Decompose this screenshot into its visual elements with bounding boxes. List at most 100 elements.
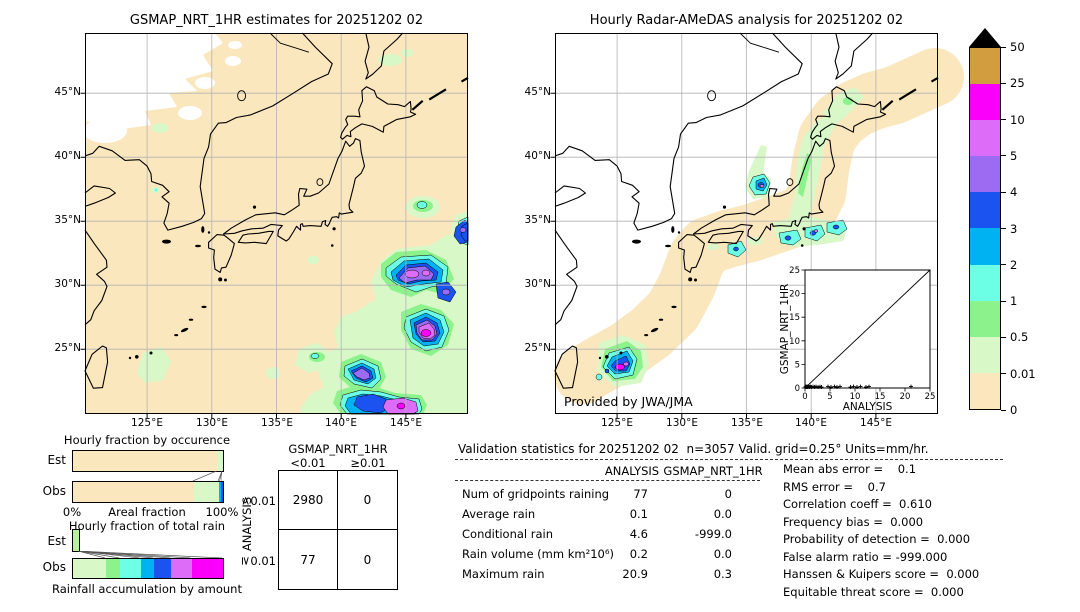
- stats-value-analysis: 77: [633, 487, 648, 501]
- stats-row-label: Maximum rain: [462, 567, 545, 581]
- x-tick-label: 140°E: [325, 417, 357, 429]
- x-axis-min-label: 0%: [62, 505, 82, 519]
- contingency-row-label: ≥0.01: [238, 554, 276, 568]
- y-tick-label: 30°N: [524, 278, 551, 290]
- x-axis-title: Areal fraction: [108, 505, 186, 519]
- inset-x-axis-label: ANALYSIS: [843, 401, 893, 413]
- data-credit: Provided by JWA/JMA: [564, 394, 693, 409]
- y-tick-label: 45°N: [524, 86, 551, 98]
- x-tick-label: 145°E: [860, 417, 892, 429]
- x-tick-label: 140°E: [795, 417, 827, 429]
- svg-text:5: 5: [827, 392, 832, 402]
- y-tick-label: 25°N: [524, 342, 551, 354]
- contingency-cell: 2980: [279, 471, 338, 530]
- score-line: Equitable threat score = 0.000: [783, 584, 964, 599]
- score-line: Correlation coeff = 0.610: [783, 497, 932, 511]
- inset-y-axis-label: GSMAP_NRT_1HR: [779, 284, 791, 375]
- totalrain-caption: Rainfall accumulation by amount: [52, 582, 242, 596]
- totalrain-est-bar: [72, 529, 80, 552]
- x-tick-label: 130°E: [196, 417, 228, 429]
- gsmap-estimate-map: [80, 31, 470, 419]
- totalrain-chart-title: Hourly fraction of total rain: [68, 519, 226, 533]
- obs-row-label: Obs: [42, 560, 66, 574]
- one-to-one-line: [804, 269, 931, 389]
- occurrence-obs-bar: [72, 481, 224, 503]
- stats-col-gsmap: GSMAP_NRT_1HR: [663, 464, 763, 478]
- est-row-label: Est: [47, 534, 66, 548]
- score-line: Hanssen & Kuipers score = 0.000: [783, 567, 980, 581]
- obs-row-label: Obs: [42, 484, 66, 498]
- occurrence-connector: [192, 471, 222, 481]
- y-tick-label: 30°N: [54, 278, 81, 290]
- contingency-cell: 77: [279, 530, 338, 589]
- no-data-region: [83, 33, 242, 143]
- stats-value-gsmap: -999.0: [694, 527, 732, 541]
- contingency-table: 2980 0 77 0: [278, 470, 398, 590]
- divider: [455, 480, 760, 481]
- totalrain-obs-bar: [72, 558, 224, 579]
- contingency-cell: 0: [338, 471, 397, 530]
- score-line: RMS error = 0.7: [783, 479, 886, 494]
- stats-value-analysis: 20.9: [622, 567, 648, 581]
- occurrence-chart-title: Hourly fraction by occurence: [63, 433, 231, 447]
- svg-text:0: 0: [802, 392, 807, 402]
- gsmap-rain-field: [137, 49, 469, 415]
- stats-row-label: Average rain: [462, 507, 536, 521]
- svg-text:25: 25: [925, 392, 936, 402]
- x-tick-label: 125°E: [601, 417, 633, 429]
- svg-text:15: 15: [789, 313, 800, 323]
- score-line: Mean abs error = 0.1: [783, 462, 917, 476]
- svg-text:10: 10: [850, 392, 861, 402]
- svg-text:10: 10: [789, 337, 800, 347]
- contingency-cell: 0: [363, 552, 372, 567]
- radar-map-canvas: 0 5 10 15 20 25 0 5 10 15 20 25 ANALYSIS…: [550, 31, 964, 419]
- x-tick-label: 135°E: [261, 417, 293, 429]
- x-tick-label: 135°E: [731, 417, 763, 429]
- colorbar-overflow-arrow-icon: [969, 28, 1001, 47]
- gsmap-map-canvas: [80, 31, 470, 419]
- stats-value-gsmap: 0.0: [713, 507, 732, 521]
- right-map-title: Hourly Radar-AMeDAS analysis for 2025120…: [589, 13, 904, 28]
- stats-value-gsmap: 0.0: [713, 547, 732, 561]
- stats-col-analysis: ANALYSIS: [604, 464, 660, 478]
- stats-value-analysis: 0.1: [629, 507, 648, 521]
- contingency-col-label: ≥0.01: [350, 456, 386, 470]
- stats-value-analysis: 4.6: [629, 527, 648, 541]
- y-tick-label: 45°N: [54, 86, 81, 98]
- y-tick-label: 40°N: [54, 150, 81, 162]
- totalrain-fan-lines: [77, 551, 222, 558]
- stats-value-gsmap: 0.3: [713, 567, 732, 581]
- score-line: Probability of detection = 0.000: [783, 532, 971, 546]
- y-tick-label: 25°N: [54, 342, 81, 354]
- svg-text:0: 0: [795, 384, 800, 394]
- stats-row-label: Num of gridpoints raining: [462, 487, 610, 501]
- contingency-col-group-header: GSMAP_NRT_1HR: [288, 442, 388, 456]
- scatter-points: [803, 384, 913, 390]
- y-tick-label: 40°N: [524, 150, 551, 162]
- map-border: [555, 33, 938, 414]
- x-tick-label: 130°E: [666, 417, 698, 429]
- score-line: Frequency bias = 0.000: [783, 514, 924, 529]
- divider: [455, 459, 1003, 460]
- radar-amedas-map: 0 5 10 15 20 25 0 5 10 15 20 25 ANALYSIS…: [550, 31, 964, 419]
- map-border: [85, 33, 468, 414]
- inset-axis-ticks: [801, 269, 931, 392]
- contingency-row-label: <0.01: [238, 494, 276, 508]
- est-row-label: Est: [47, 453, 66, 467]
- stats-row-label: Conditional rain: [462, 527, 554, 541]
- score-line: False alarm ratio = -999.000: [783, 549, 948, 564]
- contingency-col-label: <0.01: [290, 456, 326, 470]
- svg-text:5: 5: [795, 360, 800, 370]
- svg-text:20: 20: [789, 290, 800, 300]
- y-tick-label: 35°N: [524, 214, 551, 226]
- left-map-title: GSMAP_NRT_1HR estimates for 20251202 02: [129, 13, 424, 28]
- x-axis-max-label: 100%: [205, 505, 239, 519]
- stats-value-analysis: 0.2: [629, 547, 648, 561]
- x-tick-label: 145°E: [390, 417, 422, 429]
- svg-text:15: 15: [875, 392, 886, 402]
- x-tick-label: 125°E: [131, 417, 163, 429]
- occurrence-est-bar: [72, 450, 224, 472]
- colorbar-tick-labels: 50 25 10 5 4 3 2 1 0.5 0.01 0: [1001, 40, 1071, 417]
- inset-tick-labels: 0 5 10 15 20 25 0 5 10 15 20 25: [789, 266, 935, 402]
